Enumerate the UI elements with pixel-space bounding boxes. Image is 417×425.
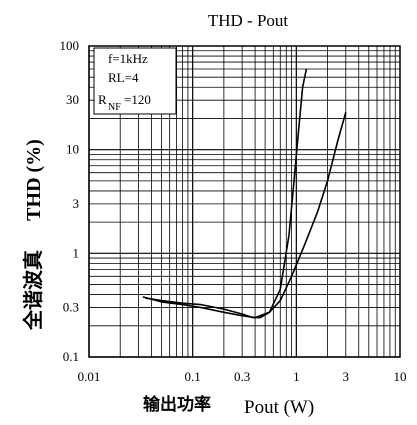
- y-tick-label: 30: [66, 92, 79, 107]
- chart-series: [142, 68, 347, 319]
- annotation-load: RL=4: [108, 70, 139, 85]
- y-tick-labels: 0.1 0.3 1 3 10 30 100: [60, 38, 80, 364]
- plot-frame: [88, 45, 401, 358]
- x-tick-labels: 0.01 0.1 0.3 1 3 10: [78, 369, 407, 384]
- chart-title: THD - Pout: [208, 11, 289, 30]
- x-tick-label: 0.1: [185, 369, 201, 384]
- y-axis-label-latin: THD (%): [23, 139, 45, 221]
- x-tick-label: 3: [343, 369, 350, 384]
- x-tick-label: 0.3: [234, 369, 250, 384]
- thd-curve-2: [145, 111, 347, 319]
- parameter-box: f=1kHz RL=4 R NF =120: [93, 47, 177, 115]
- annotation-resistor: R: [98, 92, 107, 107]
- thd-curve-1: [142, 68, 308, 319]
- y-tick-label: 3: [73, 196, 80, 211]
- x-tick-label: 10: [394, 369, 407, 384]
- y-tick-label: 100: [60, 38, 80, 53]
- y-axis-label-cjk: 全谐波真: [21, 250, 45, 331]
- x-axis-label-cjk: 输出功率: [143, 394, 211, 415]
- annotation-resistor-value: =120: [124, 92, 151, 107]
- x-tick-label: 0.01: [78, 369, 101, 384]
- y-tick-label: 0.1: [63, 349, 79, 364]
- annotation-frequency: f=1kHz: [108, 51, 148, 66]
- y-tick-label: 10: [66, 142, 79, 157]
- y-tick-label: 0.3: [63, 300, 79, 315]
- x-axis-label-latin: Pout (W): [244, 397, 314, 418]
- x-tick-label: 1: [293, 369, 300, 384]
- y-tick-label: 1: [73, 245, 80, 260]
- annotation-resistor-subscript: NF: [108, 102, 121, 113]
